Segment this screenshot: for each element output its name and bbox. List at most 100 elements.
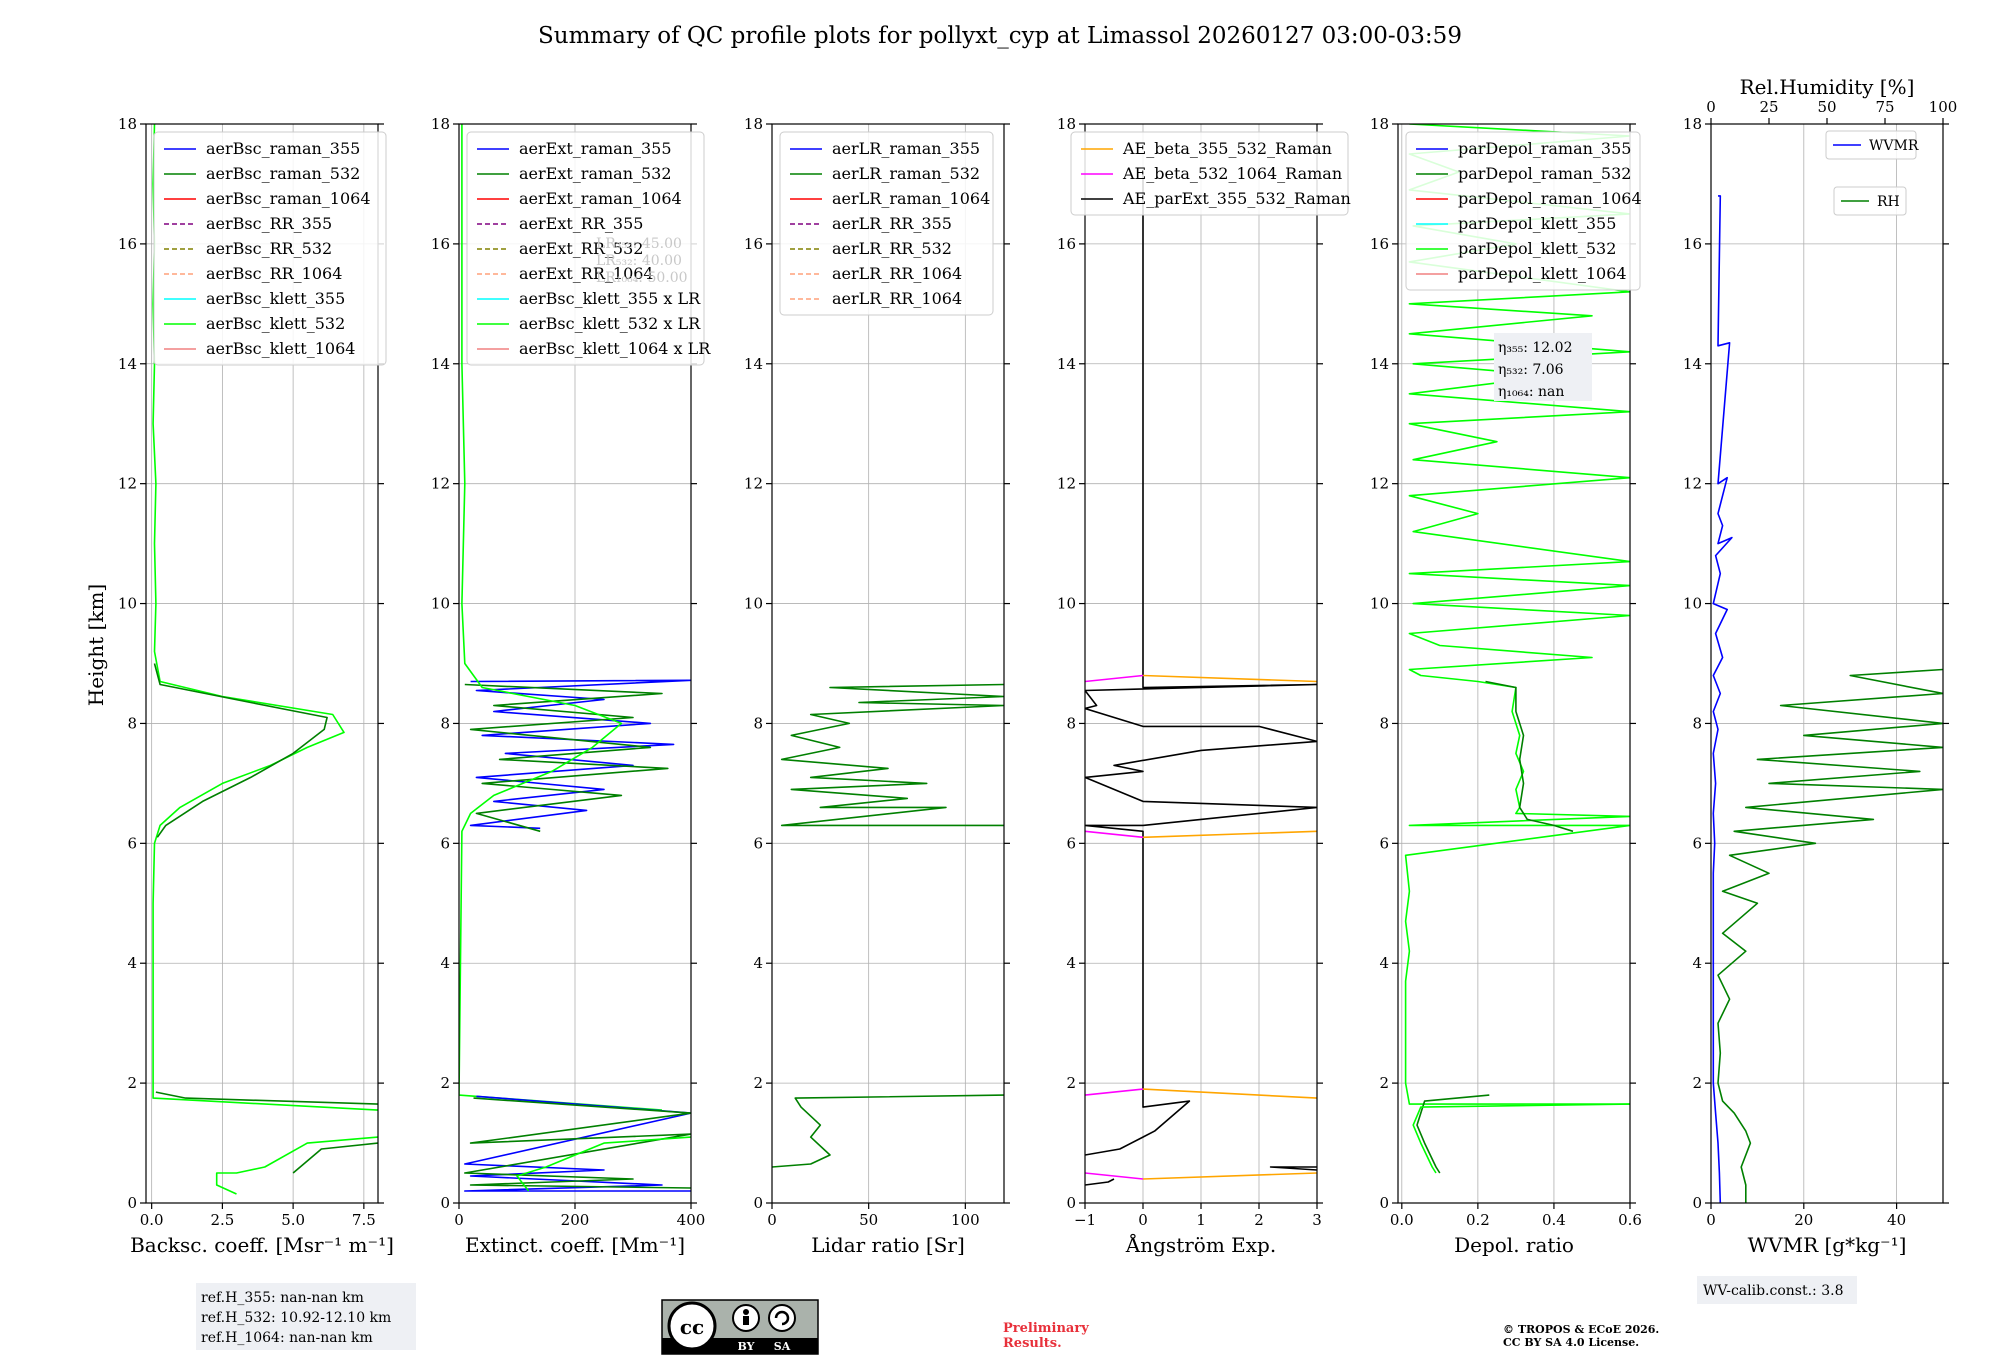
ref-height-box bbox=[196, 1283, 416, 1350]
x-tick-label: 40 bbox=[1887, 1211, 1906, 1229]
legend-ext: aerExt_raman_355 aerExt_raman_532 aerExt_r… bbox=[466, 131, 711, 366]
legend-box bbox=[1825, 130, 1917, 160]
legend-label: parDepol_raman_532 bbox=[1458, 164, 1631, 183]
legend-label: aerBsc_klett_355 bbox=[206, 289, 345, 308]
y-tick-label: 0 bbox=[440, 1194, 450, 1212]
y-tick-label: 18 bbox=[431, 115, 450, 133]
y-tick-label: 12 bbox=[431, 475, 450, 493]
y-tick-label: 12 bbox=[1057, 475, 1076, 493]
x-tick-label: 0.2 bbox=[1466, 1211, 1490, 1229]
y-tick-label: 4 bbox=[440, 954, 450, 972]
y-tick-label: 16 bbox=[744, 235, 763, 253]
preliminary-line-1: Preliminary bbox=[1003, 1321, 1089, 1336]
y-tick-label: 14 bbox=[1057, 355, 1076, 373]
y-tick-label: 10 bbox=[118, 595, 137, 613]
x-tick-label: 400 bbox=[677, 1211, 706, 1229]
series-AE_parExt-low2 bbox=[1085, 1178, 1115, 1186]
series-AE_beta_532_1064_Raman-low2 bbox=[1085, 1172, 1144, 1180]
y-tick-label: 14 bbox=[1370, 355, 1389, 373]
series-AE_beta_355_532_Raman bbox=[1142, 674, 1317, 683]
plot-area bbox=[1085, 172, 1317, 1186]
series-aerExt_raman_532 bbox=[464, 683, 669, 833]
x-tick-label: 0 bbox=[1706, 1211, 1716, 1229]
y-tick-label: 2 bbox=[753, 1074, 763, 1092]
y-tick-label: 18 bbox=[1370, 115, 1389, 133]
legend-box bbox=[153, 131, 387, 366]
y-tick-label: 12 bbox=[118, 475, 137, 493]
legend-label: parDepol_klett_532 bbox=[1458, 239, 1616, 258]
series-AE_parExt-low bbox=[1269, 1166, 1317, 1171]
wv-calib-box bbox=[1697, 1276, 1857, 1304]
eta-label: η₃₅₅: 12.02 bbox=[1498, 340, 1572, 356]
legend-label: aerBsc_klett_532 bbox=[206, 314, 345, 333]
legend-label: WVMR bbox=[1869, 138, 1919, 154]
y-tick-label: 10 bbox=[1370, 595, 1389, 613]
series-aerLR_raman_532 bbox=[780, 683, 1004, 827]
x2-tick-label: 100 bbox=[1929, 98, 1958, 116]
y-tick-label: 2 bbox=[1692, 1074, 1702, 1092]
y-tick-label: 0 bbox=[1066, 1194, 1076, 1212]
legend-label: aerLR_RR_532 bbox=[832, 239, 952, 258]
by-icon bbox=[743, 1309, 749, 1315]
series-AE_beta_355_532_Raman-mid bbox=[1142, 830, 1317, 839]
panel-lr: 0 2 4 6 8 10 12 14 16 18 0 50 100 Lidar ratio [Sr] aer… bbox=[744, 115, 1010, 1257]
x-axis-label: Backsc. coeff. [Msr⁻¹ m⁻¹] bbox=[130, 1233, 394, 1257]
series-aerBsc_klett_532-x-LR-low bbox=[516, 1136, 691, 1192]
series-aerBsc_raman_532-near bbox=[155, 1091, 378, 1105]
legend-label: aerBsc_klett_1064 x LR bbox=[519, 339, 711, 358]
legend-label: parDepol_raman_355 bbox=[1458, 139, 1631, 158]
x-tick-label: 50 bbox=[859, 1211, 878, 1229]
y-tick-label: 18 bbox=[1057, 115, 1076, 133]
y-tick-label: 0 bbox=[127, 1194, 137, 1212]
y-tick-label: 2 bbox=[440, 1074, 450, 1092]
y-tick-label: 14 bbox=[118, 355, 137, 373]
y-tick-label: 10 bbox=[744, 595, 763, 613]
legend-label: AE_beta_355_532_Raman bbox=[1122, 139, 1332, 158]
x-axis-label: Depol. ratio bbox=[1454, 1233, 1574, 1257]
legend-label: aerExt_raman_1064 bbox=[519, 189, 682, 208]
y-tick-label: 6 bbox=[127, 834, 137, 852]
series-AE_parExt_355_532_Raman bbox=[1085, 172, 1317, 1156]
y-tick-label: 16 bbox=[431, 235, 450, 253]
series-AE_beta_532_1064_Raman bbox=[1085, 674, 1144, 683]
x-tick-label: 2.5 bbox=[210, 1211, 234, 1229]
x-tick-label: 200 bbox=[561, 1211, 590, 1229]
y-tick-label: 0 bbox=[753, 1194, 763, 1212]
eta-box bbox=[1494, 333, 1592, 401]
legend-box bbox=[466, 131, 705, 366]
y-tick-label: 12 bbox=[1683, 475, 1702, 493]
axes-frame bbox=[1710, 123, 1944, 1204]
legend-label: AE_beta_532_1064_Raman bbox=[1122, 164, 1342, 183]
series-AE_beta_355_532_Raman-low2 bbox=[1142, 1172, 1317, 1180]
x-tick-label: 0 bbox=[767, 1211, 777, 1229]
series-AE_beta_532_1064_Raman-mid bbox=[1085, 830, 1144, 839]
series-aerBsc_raman_532-low bbox=[292, 1142, 378, 1174]
legend-label: aerExt_RR_355 bbox=[519, 214, 643, 233]
y-tick-label: 6 bbox=[753, 834, 763, 852]
y-tick-label: 16 bbox=[1370, 235, 1389, 253]
legend-label: aerBsc_klett_355 x LR bbox=[519, 289, 701, 308]
series-parDepol_klett_532-upper bbox=[1404, 124, 1630, 1105]
plot-area bbox=[1712, 195, 1943, 1203]
y-tick-label: 10 bbox=[1683, 595, 1702, 613]
legend-RH: RH bbox=[1833, 186, 1907, 216]
x-tick-label: 5.0 bbox=[281, 1211, 305, 1229]
lr-label: LR₃₅₅: 45.00 bbox=[596, 236, 682, 252]
y-tick-label: 2 bbox=[1066, 1074, 1076, 1092]
axes-frame bbox=[145, 123, 379, 1204]
y-tick-label: 10 bbox=[431, 595, 450, 613]
legend-label: aerExt_RR_1064 bbox=[519, 264, 654, 283]
series-aerBsc_raman_532 bbox=[153, 663, 328, 838]
x-tick-label: 0 bbox=[454, 1211, 464, 1229]
x-tick-label: 7.5 bbox=[352, 1211, 376, 1229]
legend-label: aerLR_RR_1064 bbox=[832, 264, 962, 283]
y-tick-label: 16 bbox=[118, 235, 137, 253]
x-tick-label: 100 bbox=[951, 1211, 980, 1229]
x-axis-label: Ångström Exp. bbox=[1125, 1232, 1276, 1257]
lr-label: LR₁₀₆₄: 50.00 bbox=[596, 270, 688, 286]
legend-ae: AE_beta_355_532_Raman AE_beta_532_1064_Ra… bbox=[1070, 131, 1351, 216]
ref-height-label: ref.H_532: 10.92-12.10 km bbox=[201, 1310, 391, 1326]
legend-box bbox=[1405, 131, 1641, 291]
